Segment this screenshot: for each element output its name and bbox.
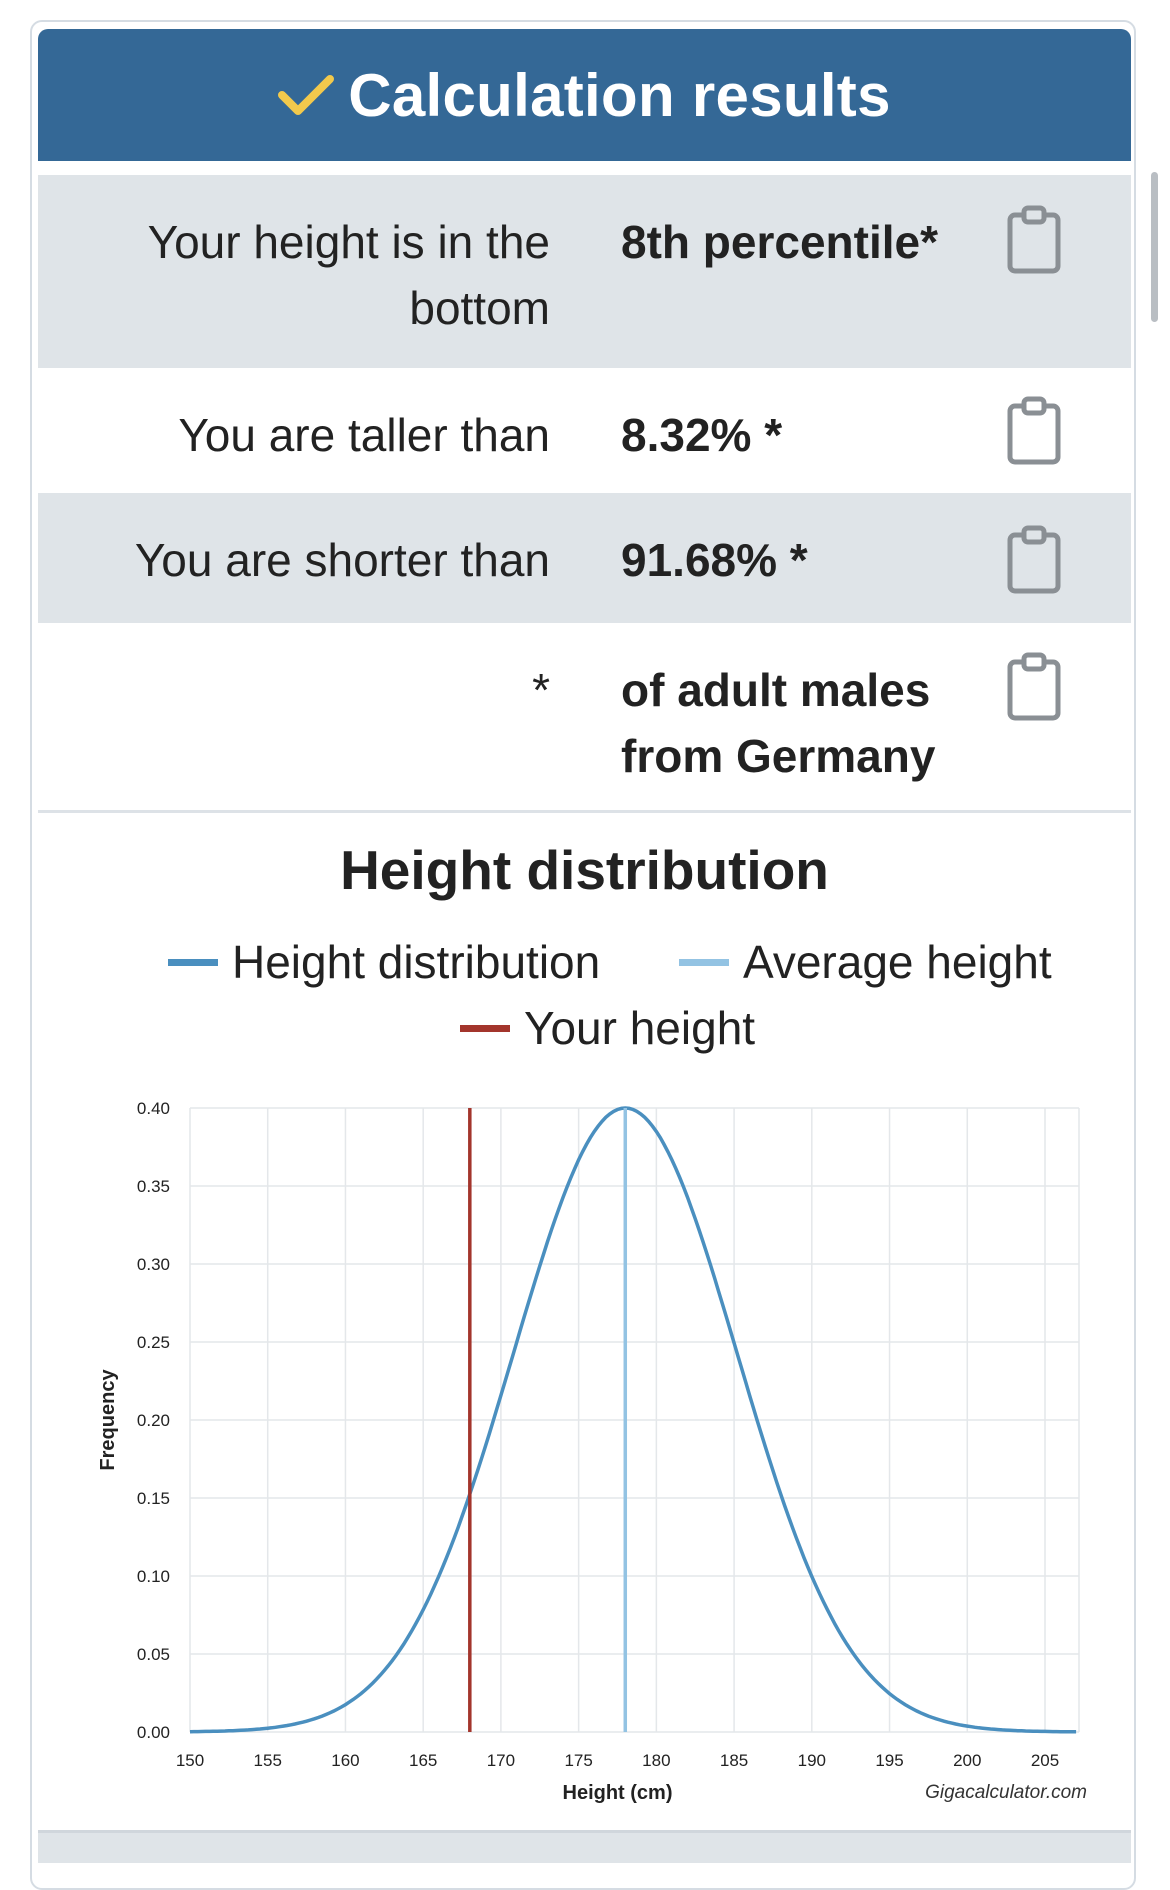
x-tick-label: 165: [409, 1751, 437, 1770]
y-tick-label: 0.20: [137, 1411, 170, 1430]
result-row-taller: You are taller than 8.32% *: [38, 368, 1131, 493]
y-tick-label: 0.00: [137, 1723, 170, 1742]
result-row-footnote: * of adult males from Germany: [38, 623, 1131, 810]
legend-label: Height distribution: [232, 936, 601, 988]
x-tick-label: 150: [176, 1751, 204, 1770]
legend-average-height[interactable]: Average height: [679, 935, 1052, 989]
result-label: You are taller than: [178, 409, 550, 461]
x-tick-label: 160: [331, 1751, 359, 1770]
clipboard-icon[interactable]: [1006, 652, 1062, 722]
y-tick-label: 0.30: [137, 1255, 170, 1274]
y-tick-label: 0.40: [137, 1099, 170, 1118]
legend-your-height[interactable]: Your height: [460, 1001, 755, 1055]
legend-label: Your height: [524, 1002, 756, 1054]
y-tick-label: 0.25: [137, 1333, 170, 1352]
legend-swatch: [460, 1024, 510, 1032]
legend-swatch: [168, 958, 218, 966]
x-tick-label: 185: [720, 1751, 748, 1770]
x-tick-label: 155: [254, 1751, 282, 1770]
x-tick-label: 200: [953, 1751, 981, 1770]
result-value: of adult males from Germany: [621, 664, 936, 782]
y-tick-label: 0.05: [137, 1645, 170, 1664]
x-tick-label: 180: [642, 1751, 670, 1770]
chart-credit: Gigacalculator.com: [925, 1782, 1087, 1803]
y-tick-label: 0.15: [137, 1489, 170, 1508]
x-tick-label: 195: [875, 1751, 903, 1770]
clipboard-icon[interactable]: [1006, 525, 1062, 595]
distribution-curve: [189, 1106, 1077, 1734]
result-value: 8th percentile*: [621, 216, 938, 268]
x-axis-label: Height (cm): [563, 1782, 673, 1804]
result-label: Your height is in the bottom: [147, 216, 550, 334]
y-tick-label: 0.10: [137, 1567, 170, 1586]
x-tick-label: 190: [798, 1751, 826, 1770]
x-tick-label: 175: [564, 1751, 592, 1770]
legend-height-distribution[interactable]: Height distribution: [168, 935, 600, 989]
footnote-asterisk: *: [532, 664, 550, 716]
next-section-strip: [38, 1830, 1131, 1863]
scrollbar[interactable]: [1151, 172, 1158, 322]
y-axis-label: Frequency: [97, 1369, 119, 1471]
result-value: 8.32% *: [621, 409, 783, 461]
y-tick-label: 0.35: [137, 1177, 170, 1196]
x-tick-label: 205: [1031, 1751, 1059, 1770]
chart-title: Height distribution: [340, 839, 829, 901]
clipboard-icon[interactable]: [1006, 396, 1062, 466]
result-row-shorter: You are shorter than 91.68% *: [38, 493, 1131, 623]
result-row-percentile: Your height is in the bottom 8th percent…: [38, 175, 1131, 368]
legend-swatch: [679, 958, 729, 966]
height-distribution-chart: 0.00 0.05 0.10 0.15 0.20 0.25 0.30 0.35 0.40 150 1…: [97, 1099, 1087, 1804]
legend-label: Average height: [743, 936, 1052, 988]
divider: [38, 810, 1131, 813]
results-header: Calculation results: [38, 29, 1131, 161]
checkmark-icon: [278, 75, 335, 115]
result-label: You are shorter than: [134, 534, 550, 586]
clipboard-icon[interactable]: [1006, 205, 1062, 275]
x-tick-label: 170: [487, 1751, 515, 1770]
results-title: Calculation results: [348, 61, 891, 129]
result-value: 91.68% *: [621, 534, 808, 586]
